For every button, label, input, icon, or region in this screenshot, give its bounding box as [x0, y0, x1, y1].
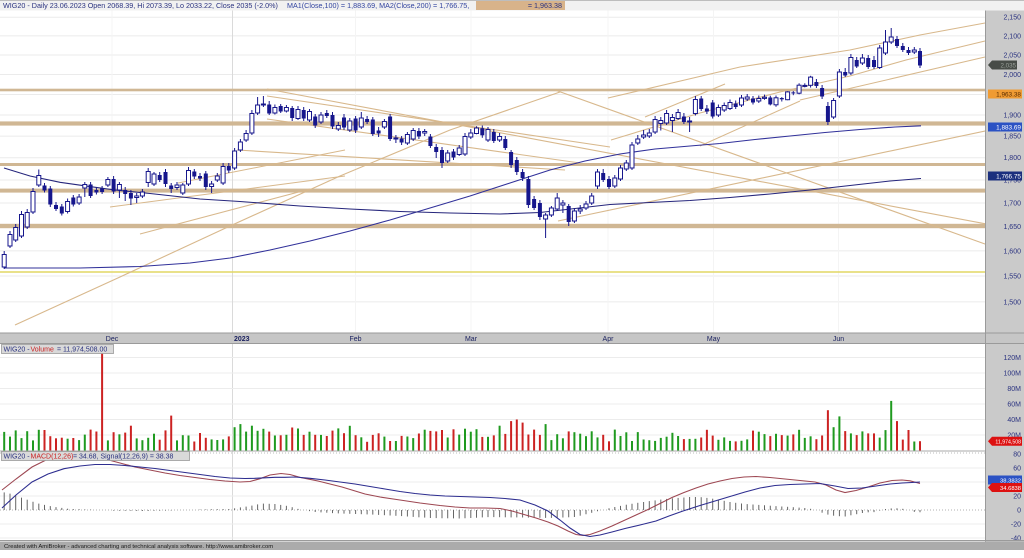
svg-text:1,500: 1,500 [1003, 299, 1021, 306]
svg-text:= 1,963.38: = 1,963.38 [528, 1, 562, 10]
svg-text:Dec: Dec [106, 336, 119, 343]
svg-text:1,650: 1,650 [1003, 224, 1021, 231]
svg-text:1,900: 1,900 [1003, 112, 1021, 119]
svg-text:1,963.38: 1,963.38 [996, 91, 1021, 98]
svg-text:1,800: 1,800 [1003, 155, 1021, 162]
svg-text:2,035: 2,035 [1001, 62, 1017, 69]
svg-text:1,550: 1,550 [1003, 273, 1021, 280]
svg-text:Apr: Apr [603, 336, 615, 343]
svg-text:80M: 80M [1007, 386, 1021, 393]
svg-text:80: 80 [1013, 451, 1021, 458]
svg-text:1,850: 1,850 [1003, 134, 1021, 141]
svg-text:1,600: 1,600 [1003, 248, 1021, 255]
svg-text:MA1(Close,100) = 1,883.69, MA2: MA1(Close,100) = 1,883.69, MA2(Close,200… [287, 1, 469, 10]
svg-text:1,700: 1,700 [1003, 200, 1021, 207]
svg-text:100M: 100M [1003, 370, 1021, 377]
svg-text:2,100: 2,100 [1003, 33, 1021, 40]
svg-text:2,150: 2,150 [1003, 15, 1021, 22]
svg-text:0: 0 [1017, 507, 1021, 514]
svg-text:MACD(12,26): MACD(12,26) [31, 454, 74, 461]
svg-text:34.6838: 34.6838 [1000, 486, 1021, 492]
svg-text:WIG20 - Daily 23.06.2023 Open: WIG20 - Daily 23.06.2023 Open 2068.39, H… [3, 1, 278, 10]
svg-text:2023: 2023 [234, 336, 250, 343]
svg-text:1,766.75: 1,766.75 [996, 173, 1021, 180]
svg-text:Mar: Mar [465, 336, 478, 343]
svg-text:1,883.69: 1,883.69 [996, 124, 1021, 131]
svg-text:60: 60 [1013, 465, 1021, 472]
svg-text:Feb: Feb [349, 336, 361, 343]
svg-text:2,050: 2,050 [1003, 52, 1021, 59]
svg-text:May: May [707, 336, 721, 343]
svg-text:= 34.68, Signal(12,26,9) = 38.: = 34.68, Signal(12,26,9) = 38.38 [73, 454, 174, 461]
svg-text:-20: -20 [1011, 521, 1021, 528]
svg-text:-40: -40 [1011, 535, 1021, 542]
svg-text:Jun: Jun [833, 336, 844, 343]
svg-text:Created with AmiBroker - advan: Created with AmiBroker - advanced charti… [4, 544, 273, 550]
svg-text:20: 20 [1013, 493, 1021, 500]
svg-text:WIG20 -: WIG20 - [4, 454, 31, 461]
svg-text:120M: 120M [1003, 355, 1021, 362]
svg-text:11,974,508: 11,974,508 [995, 440, 1021, 446]
svg-text:= 11,974,508.00: = 11,974,508.00 [57, 347, 107, 354]
svg-text:40M: 40M [1007, 417, 1021, 424]
svg-text:WIG20 -: WIG20 - [4, 347, 31, 354]
svg-text:2,000: 2,000 [1003, 72, 1021, 79]
svg-text:60M: 60M [1007, 401, 1021, 408]
svg-text:Volume: Volume [31, 347, 54, 354]
